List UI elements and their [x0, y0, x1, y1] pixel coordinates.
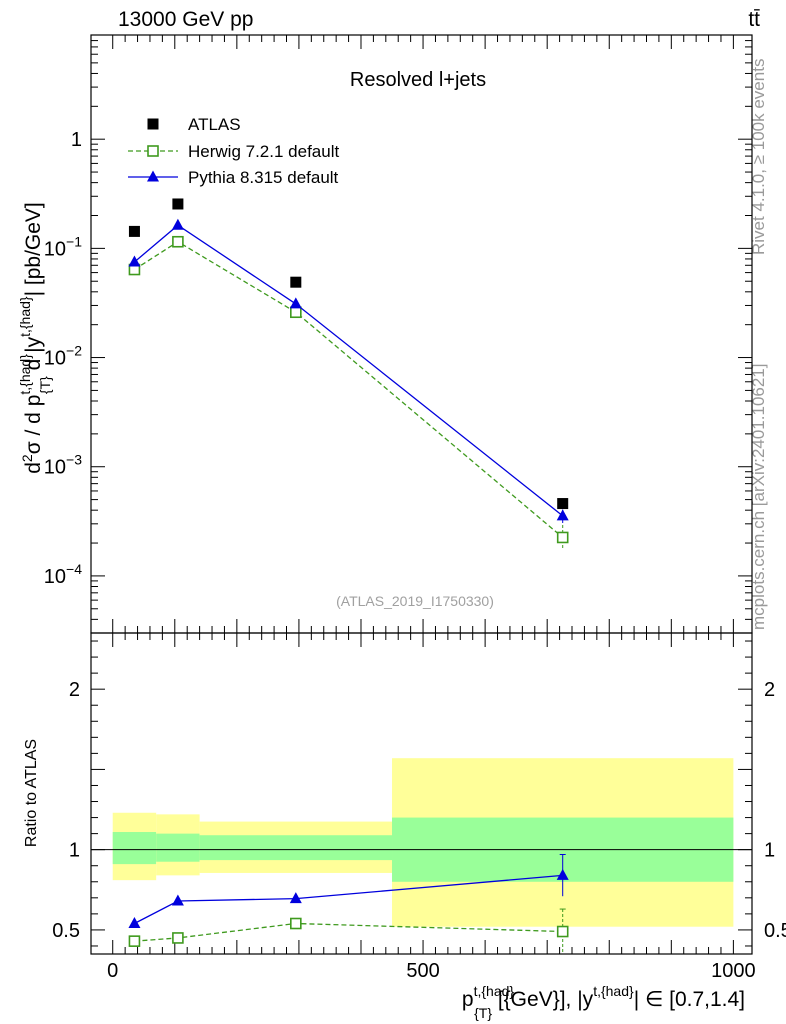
data-point-ratio	[128, 935, 141, 947]
chart-title: Resolved l+jets	[350, 69, 486, 91]
data-point-main	[290, 306, 302, 319]
series-line-ratio	[134, 874, 563, 925]
analysis-id-label: (ATLAS_2019_I1750330)	[336, 593, 494, 609]
data-point-main	[128, 255, 141, 267]
legend-label: Herwig 7.2.1 default	[188, 142, 339, 161]
header-energy-label: 13000 GeV pp	[118, 8, 253, 31]
data-point-main	[128, 225, 140, 237]
main-series	[128, 198, 569, 550]
x-axis-label: pt,{had} {T} [{GeV}], |yt,{had}| ∈ [0.7,1…	[462, 983, 745, 1021]
x-tick-label: 0	[107, 960, 118, 982]
data-point-ratio	[171, 894, 184, 906]
data-point-main	[289, 297, 302, 309]
ratio-panel-frame	[90, 632, 753, 955]
x-tick-label: 1000	[711, 960, 756, 982]
mcplots-label: mcplots.cern.ch [arXiv:2401.10621]	[749, 364, 768, 630]
data-point-main	[556, 531, 569, 544]
data-point-ratio	[556, 868, 569, 880]
series-line-main	[134, 224, 564, 517]
axis-tick-labels: 0 500 1000 1 10−1 10−2 10−3 10−4 0.5 0.5 1 1 2 2	[44, 129, 786, 982]
header-process-label: tt̄	[748, 8, 760, 31]
data-point-main	[172, 235, 184, 248]
data-point-ratio	[128, 917, 141, 929]
y-tick-label-ratio: 1	[69, 840, 80, 862]
x-tick-label: 500	[406, 960, 439, 982]
series-line-main	[134, 240, 564, 538]
data-point-main	[171, 218, 184, 230]
data-point-main	[290, 276, 302, 288]
data-point-main	[557, 498, 569, 510]
ratio-series	[128, 853, 569, 954]
data-point-ratio	[172, 932, 184, 944]
ratio-band-inner	[199, 835, 393, 861]
data-point-main	[556, 509, 569, 521]
ratio-band-inner	[112, 832, 157, 865]
legend-marker	[147, 170, 159, 182]
data-point-ratio	[289, 892, 302, 904]
y-tick-label-main: 10−2	[44, 343, 82, 370]
legend-label: Pythia 8.315 default	[188, 168, 339, 187]
y-tick-label-main: 10−4	[44, 561, 82, 588]
legend-label: ATLAS	[188, 115, 241, 134]
data-point-ratio	[556, 925, 569, 938]
ratio-band-inner	[156, 833, 200, 862]
data-point-ratio	[290, 917, 302, 930]
axis-ticks	[91, 34, 752, 954]
legend: ATLAS Herwig 7.2.1 default Pythia 8.315 de…	[128, 115, 339, 187]
legend-marker	[147, 145, 159, 157]
legend-marker	[147, 118, 159, 130]
y-axis-label-ratio: Ratio to ATLAS	[23, 739, 40, 847]
y-tick-label-main: 10−1	[44, 233, 82, 260]
y-tick-label-ratio: 0.5	[52, 920, 80, 942]
rivet-version-label: Rivet 4.1.0, ≥ 100k events	[749, 59, 768, 255]
y-tick-label-main: 10−3	[44, 452, 82, 479]
data-point-main	[172, 198, 184, 210]
y-tick-label-main: 1	[71, 129, 82, 151]
y-tick-label-ratio: 2	[69, 679, 80, 701]
y-tick-label-ratio-right: 0.5	[764, 920, 786, 942]
y-tick-label-ratio-right: 1	[764, 840, 775, 862]
y-tick-label-ratio-right: 2	[764, 679, 775, 701]
uncertainty-bands	[112, 758, 734, 927]
